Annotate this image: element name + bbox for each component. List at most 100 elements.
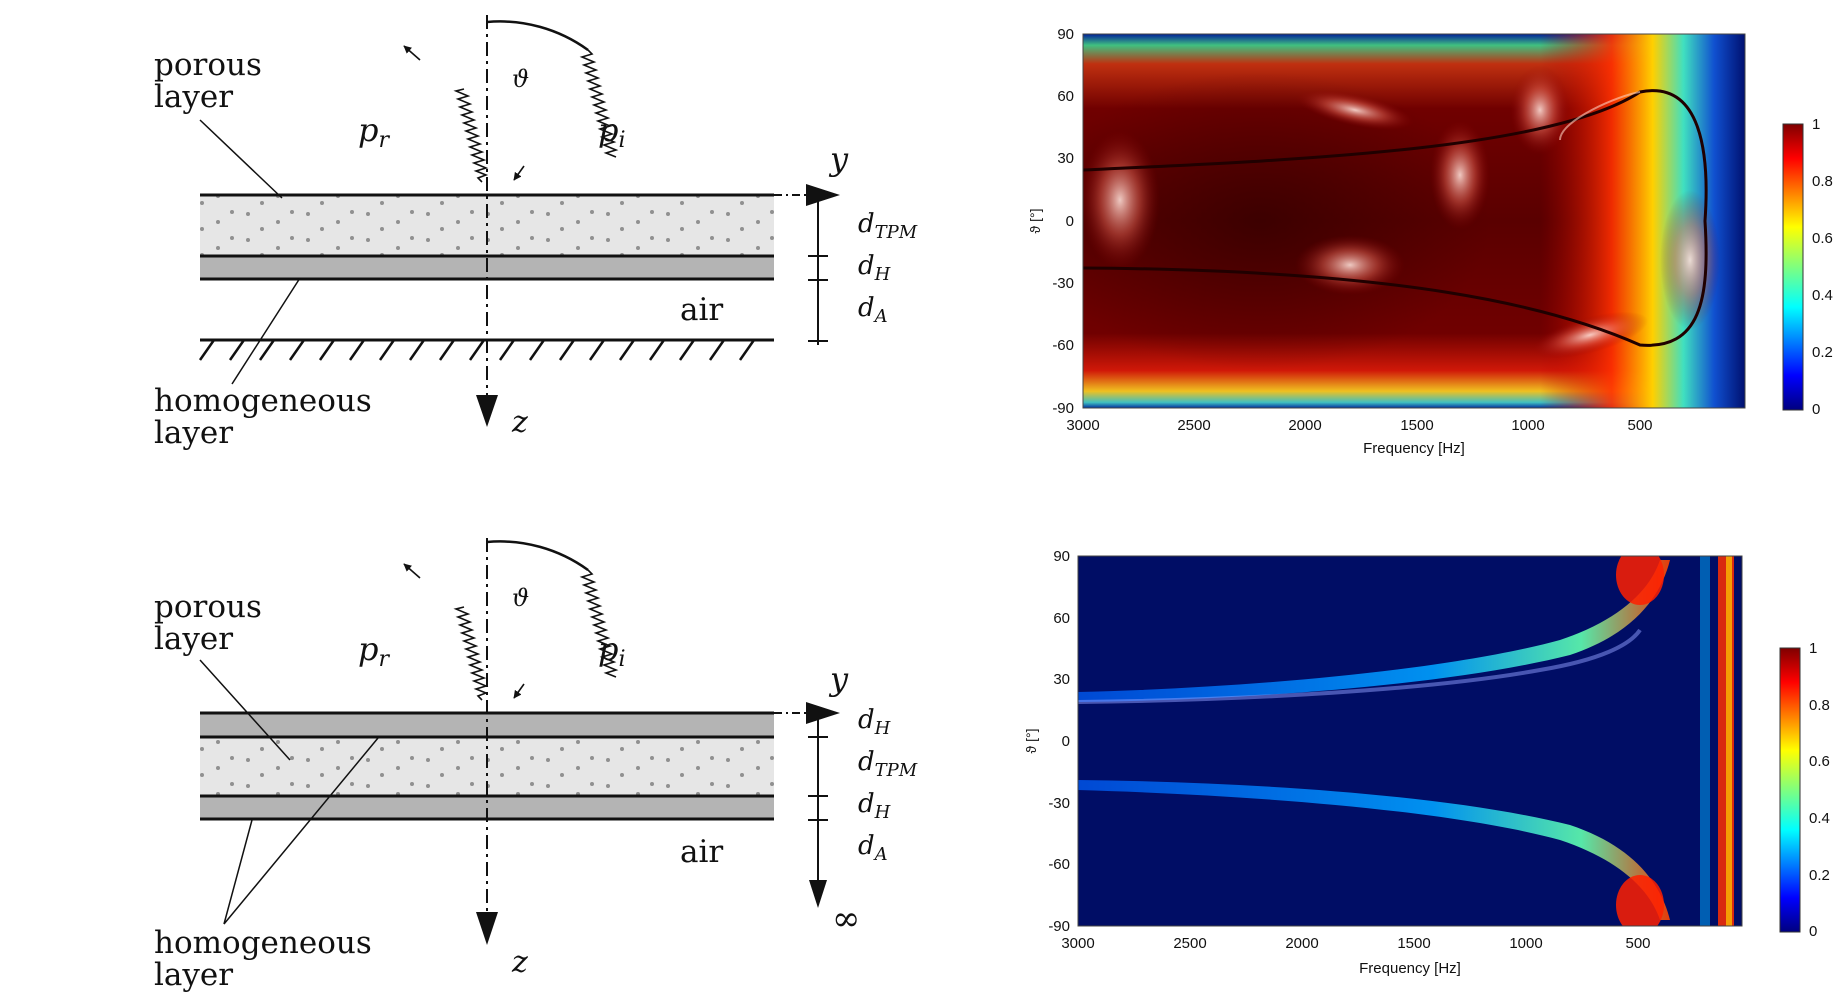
infinity-label: ∞ — [832, 899, 860, 939]
reflected-pressure-sub-2: r — [378, 647, 390, 672]
svg-text:dH: dH — [858, 251, 891, 285]
svg-text:dTPM: dTPM — [858, 747, 918, 781]
svg-text:dTPM: dTPM — [858, 209, 918, 243]
dim-h-top-sub: H — [874, 718, 891, 739]
z-axis-arrowhead-2 — [476, 912, 498, 945]
svg-text:dH: dH — [858, 789, 891, 823]
c1-ytick-m60: -60 — [1052, 337, 1074, 354]
c1-ytick-60: 60 — [1057, 88, 1074, 105]
svg-text:pr: pr — [358, 630, 390, 672]
c2-xtick-3000: 3000 — [1061, 935, 1094, 952]
c2-cbar-06: 0.6 — [1809, 753, 1830, 770]
air-label: air — [680, 292, 723, 328]
c2-cbar-0: 0 — [1809, 923, 1817, 940]
top-diagram: porous layer homogeneous layer pr pi ϑ y… — [154, 15, 918, 451]
porous-label-line1: porous — [154, 47, 262, 83]
c1-ytick-0: 0 — [1066, 213, 1074, 230]
dim-h-top-label: d — [858, 705, 875, 735]
infinity-arrowhead — [809, 880, 827, 908]
incident-pressure-label-2: p — [598, 630, 618, 668]
svg-text:dH: dH — [858, 705, 891, 739]
c2-ytick-0: 0 — [1062, 733, 1070, 750]
c2-xtick-2500: 2500 — [1173, 935, 1206, 952]
z-axis-label: z — [511, 405, 528, 440]
c1-cbar-04: 0.4 — [1812, 287, 1833, 304]
bottom-diagram: porous layer homogeneous layer pr pi ϑ y… — [154, 538, 918, 992]
c2-xtick-1500: 1500 — [1397, 935, 1430, 952]
c1-xtick-3000: 3000 — [1066, 417, 1099, 434]
homogeneous-layer-lower — [200, 796, 774, 819]
y-axis-arrowhead-2 — [806, 702, 840, 724]
c1-cbar-02: 0.2 — [1812, 344, 1833, 361]
porous-label-line1-2: porous — [154, 589, 262, 625]
c1-xtick-500: 500 — [1627, 417, 1652, 434]
dim-a-sub: A — [873, 306, 888, 327]
dim-a-label-2: d — [858, 831, 875, 861]
reflected-pressure-label-2: p — [358, 630, 378, 668]
c1-xtick-2000: 2000 — [1288, 417, 1321, 434]
reflected-wave-2 — [453, 606, 489, 701]
y-axis-label: y — [828, 140, 849, 178]
c2-ytick-90: 90 — [1053, 548, 1070, 565]
c1-ytick-m90: -90 — [1052, 400, 1074, 417]
dim-tpm-sub-2: TPM — [875, 760, 918, 781]
c2-cbar-04: 0.4 — [1809, 810, 1830, 827]
dim-h-label: d — [858, 251, 875, 281]
dim-tpm-label: d — [858, 209, 875, 239]
c2-ylabel: ϑ [°] — [1023, 729, 1039, 754]
homogeneous-layer-upper — [200, 713, 774, 736]
c1-xtick-1500: 1500 — [1400, 417, 1433, 434]
c2-colorbar — [1779, 647, 1801, 933]
c2-xlabel: Frequency [Hz] — [1359, 960, 1461, 977]
angle-arc-2 — [486, 540, 589, 572]
angle-arc — [486, 20, 589, 52]
c1-xtick-2500: 2500 — [1177, 417, 1210, 434]
angle-label-2: ϑ — [512, 584, 529, 612]
incident-wave — [579, 49, 619, 158]
c1-cbar-1: 1 — [1812, 116, 1820, 133]
c2-xtick-2000: 2000 — [1285, 935, 1318, 952]
c1-ytick-m30: -30 — [1052, 275, 1074, 292]
reflected-wave — [453, 88, 489, 183]
dimension-line-2 — [808, 714, 828, 885]
reflected-pressure-label: p — [358, 111, 378, 149]
incident-pressure-sub-2: i — [618, 647, 625, 672]
svg-text:dA: dA — [858, 293, 888, 327]
angle-label: ϑ — [512, 65, 529, 93]
c1-cbar-08: 0.8 — [1812, 173, 1833, 190]
heatmap-2 — [1078, 556, 1742, 926]
dimension-line — [808, 196, 828, 345]
z-axis-label-2: z — [511, 945, 528, 980]
heatmap-1 — [1083, 34, 1745, 408]
dim-a-sub-2: A — [873, 844, 888, 865]
incident-wave-2 — [579, 569, 619, 678]
c2-ytick-m30: -30 — [1048, 795, 1070, 812]
dim-tpm-sub: TPM — [875, 222, 918, 243]
c2-xtick-500: 500 — [1625, 935, 1650, 952]
dim-h-sub: H — [874, 264, 891, 285]
c2-ytick-60: 60 — [1053, 610, 1070, 627]
homogeneous-label-line2: layer — [154, 415, 233, 451]
incident-pressure-sub: i — [618, 128, 625, 153]
c2-xtick-1000: 1000 — [1509, 935, 1542, 952]
svg-text:dA: dA — [858, 831, 888, 865]
dim-a-label: d — [858, 293, 875, 323]
z-axis-arrowhead — [476, 395, 498, 427]
reflected-pressure-sub: r — [378, 128, 390, 153]
incident-pressure-label: p — [598, 111, 618, 149]
c2-ytick-m60: -60 — [1048, 856, 1070, 873]
svg-text:pi: pi — [598, 111, 626, 153]
chart-1: 90 60 30 0 -30 -60 -90 3000 2500 2000 15… — [1027, 26, 1833, 457]
c1-ylabel: ϑ [°] — [1027, 209, 1043, 234]
y-axis-arrowhead — [806, 184, 840, 206]
y-axis-label-2: y — [828, 660, 849, 698]
chart-2: 90 60 30 0 -30 -60 -90 3000 2500 2000 15… — [1023, 548, 1830, 977]
porous-label-line2-2: layer — [154, 621, 233, 657]
c2-cbar-02: 0.2 — [1809, 867, 1830, 884]
air-label-2: air — [680, 834, 723, 870]
c2-ytick-30: 30 — [1053, 671, 1070, 688]
svg-text:pi: pi — [598, 630, 626, 672]
porous-label-line2: layer — [154, 79, 233, 115]
c1-colorbar — [1782, 123, 1804, 411]
